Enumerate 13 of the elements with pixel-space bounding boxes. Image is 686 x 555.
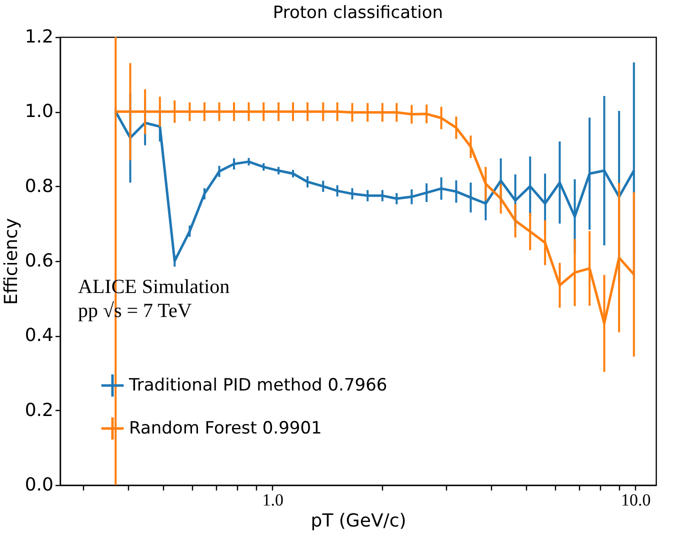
y-tick-label: 0.8 [24, 176, 54, 197]
y-tick-label: 0.2 [24, 400, 54, 421]
x-axis-title: pT (GeV/c) [310, 510, 406, 532]
y-tick-label: 1.2 [24, 26, 54, 48]
y-tick-label: 0.0 [24, 474, 54, 496]
y-axis-title: Efficiency [0, 218, 22, 305]
y-tick-label: 1.0 [24, 101, 54, 122]
y-tick-label: 0.6 [24, 250, 54, 272]
x-tick-label: 10.0 [620, 490, 651, 510]
y-tick-label: 0.4 [24, 325, 54, 346]
chart-title: Proton classification [272, 3, 444, 23]
legend-label: Random Forest 0.9901 [129, 418, 322, 438]
legend-label: Traditional PID method 0.7966 [128, 376, 388, 396]
